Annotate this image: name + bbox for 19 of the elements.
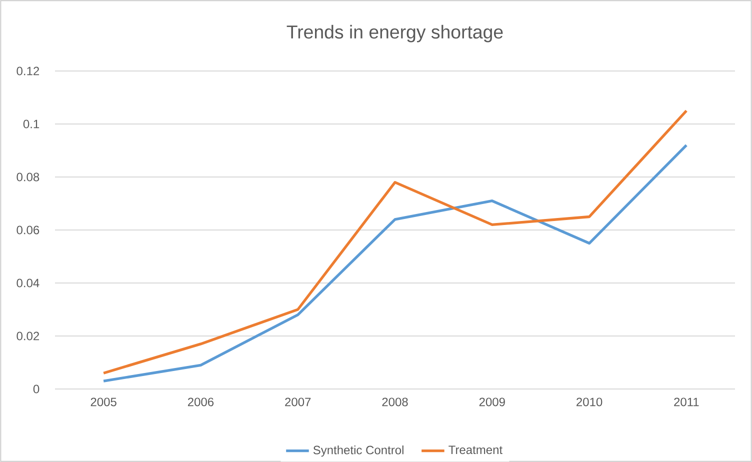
line-series — [102, 109, 688, 374]
x-tick-label: 2010 — [576, 398, 602, 406]
legend-label: Synthetic Control — [313, 445, 404, 457]
y-tick-label: 0.12 — [16, 66, 40, 76]
x-tick-label: 2008 — [382, 398, 408, 406]
x-tick-label: 2007 — [285, 398, 311, 406]
legend-label: Treatment — [448, 446, 502, 454]
y-tick-label: 0.02 — [16, 332, 40, 340]
x-tick-label: 2009 — [479, 398, 505, 406]
line-series — [102, 144, 688, 382]
y-tick-label: 0.04 — [16, 278, 40, 288]
x-tick-label: 2011 — [674, 398, 699, 406]
y-tick-label: 0.1 — [23, 120, 40, 128]
x-tick-label: 2005 — [90, 398, 116, 406]
x-tick-label: 2006 — [188, 398, 214, 406]
chart-title: Trends in energy shortage — [286, 24, 503, 42]
y-tick-label: 0.06 — [16, 226, 40, 234]
y-tick-label: 0 — [33, 384, 40, 394]
y-tick-label: 0.08 — [16, 172, 40, 182]
